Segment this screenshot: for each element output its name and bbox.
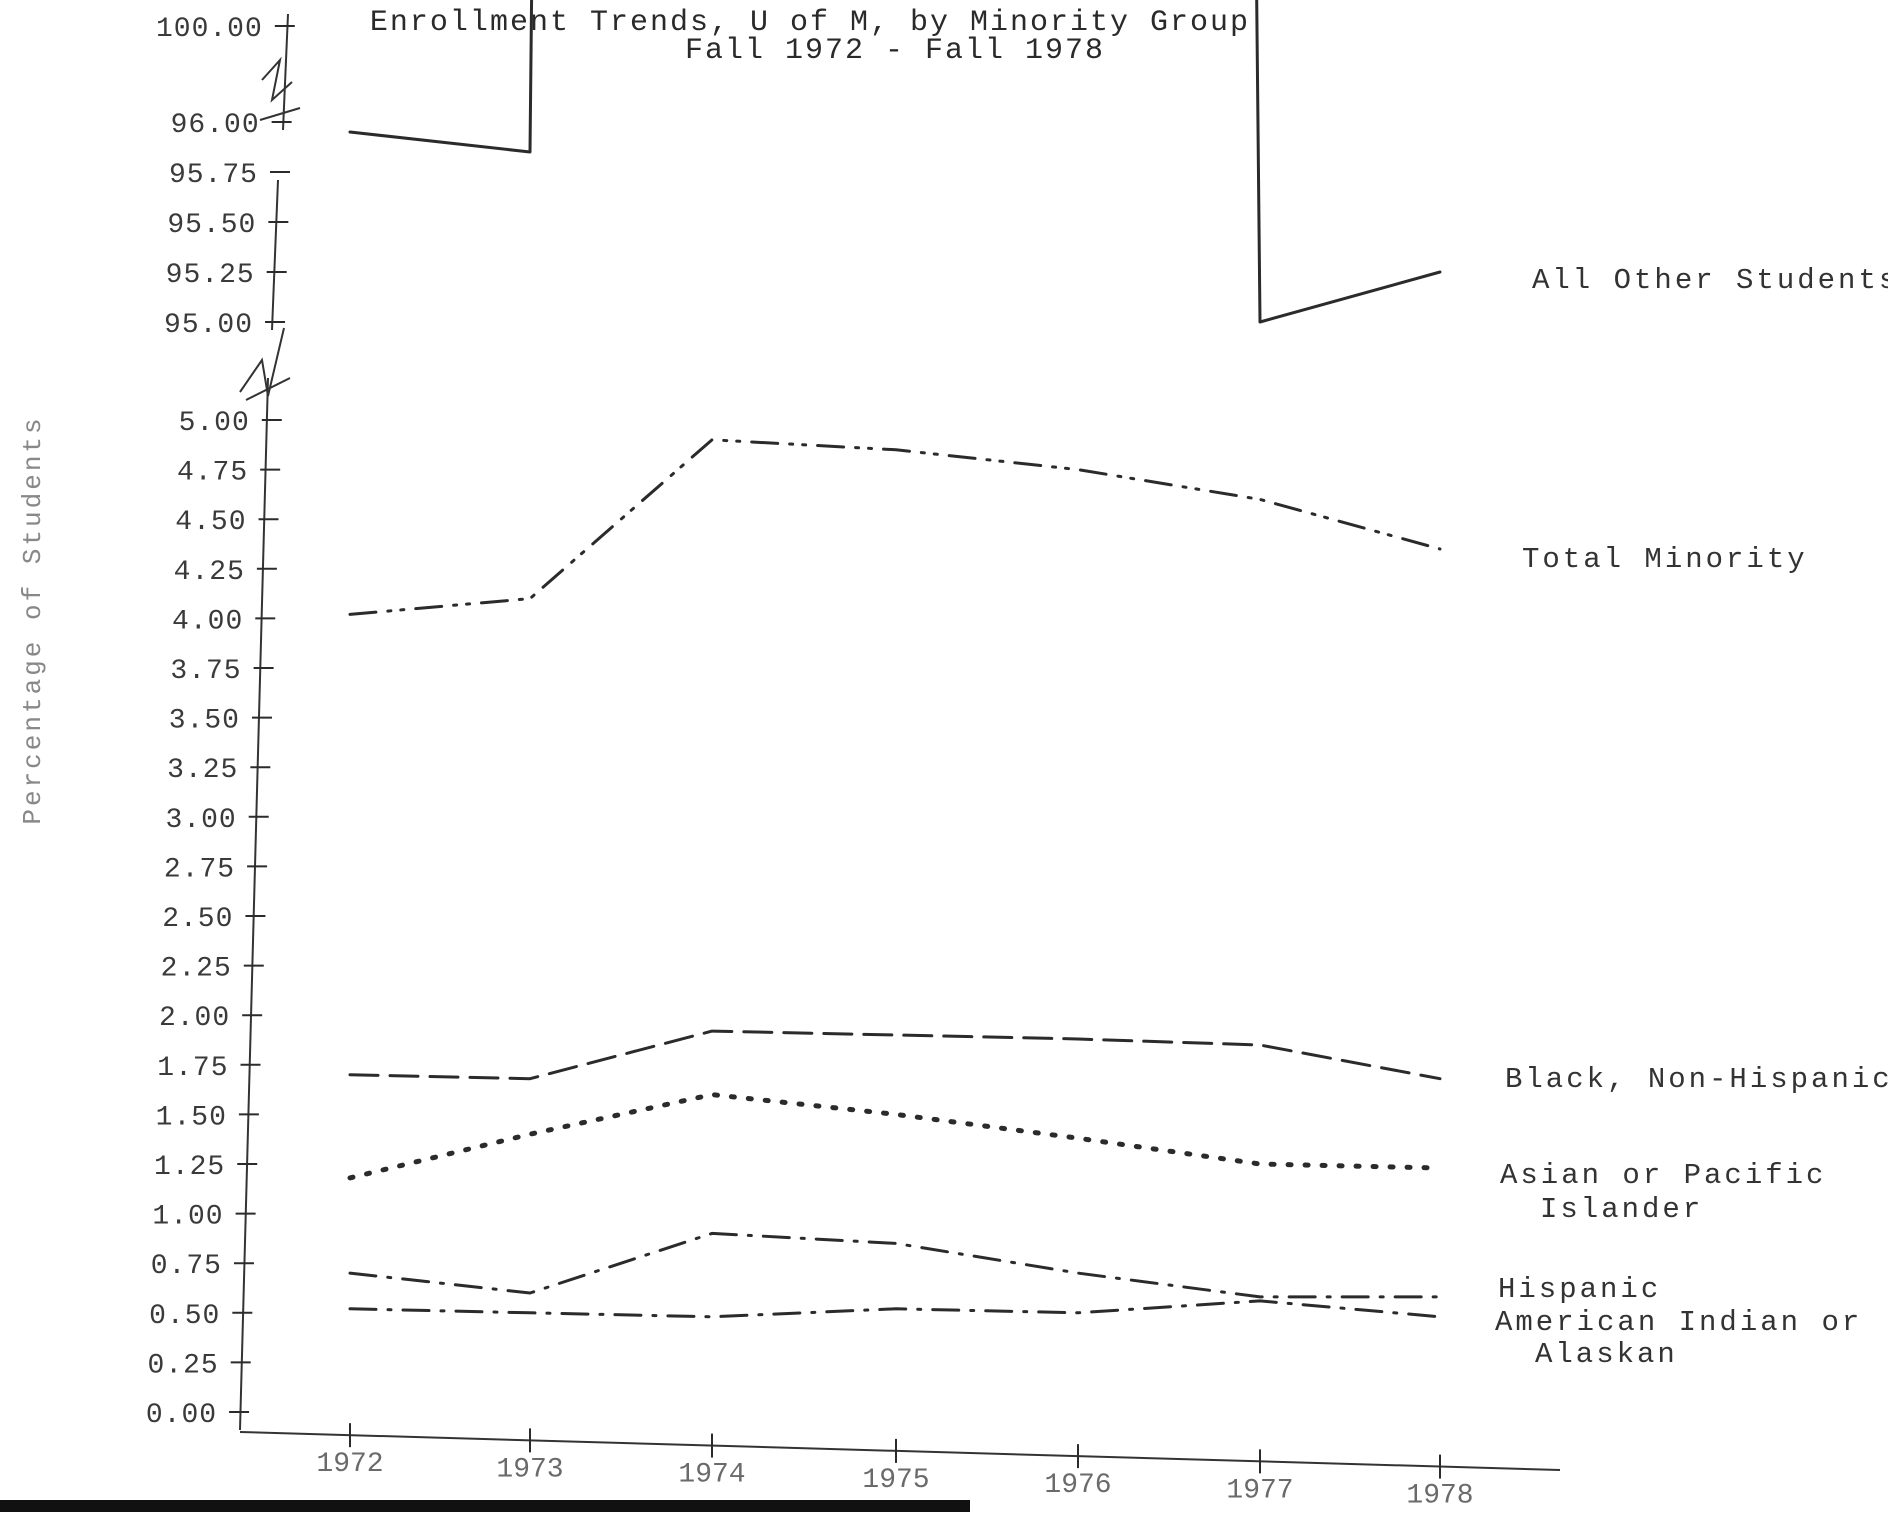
y-tick-label: 0.25 (147, 1350, 218, 1381)
label-total-minority: Total Minority (1522, 543, 1808, 576)
label-amind-line1: American Indian or (1495, 1306, 1862, 1339)
y-tick-label: 2.50 (162, 904, 233, 935)
label-all-other: All Other Students (1532, 264, 1888, 297)
x-tick-label: 1978 (1406, 1481, 1473, 1512)
y-tick-label: 2.00 (159, 1003, 230, 1034)
y-tick-label: 2.25 (161, 954, 232, 985)
y-tick-label: 3.25 (167, 755, 238, 786)
y-tick-label: 4.25 (174, 557, 245, 588)
y-tick-label: 96.00 (171, 110, 260, 141)
y-ticks: 100.00 96.00 95.75 95.50 95.25 95.00 5.00 4.75 4… (146, 14, 295, 1431)
y-tick-label: 1.75 (157, 1053, 228, 1084)
y-tick-label: 2.75 (164, 854, 235, 885)
x-tick-label: 1977 (1226, 1475, 1293, 1506)
label-amind-line2: Alaskan (1535, 1338, 1678, 1371)
label-black: Black, Non-Hispanic (1505, 1063, 1888, 1096)
y-tick-label: 4.75 (177, 458, 248, 489)
y-tick-label: 0.00 (146, 1400, 217, 1431)
y-tick-label: 4.50 (175, 507, 246, 538)
x-tick-label: 1972 (316, 1449, 383, 1480)
x-tick-label: 1976 (1044, 1470, 1111, 1501)
x-tick-label: 1973 (496, 1454, 563, 1485)
y-tick-label: 4.00 (172, 606, 243, 637)
y-tick-label: 3.00 (165, 805, 236, 836)
y-tick-label: 1.00 (152, 1202, 223, 1233)
series-line-asian-or-pacific-islander (350, 1095, 1440, 1178)
x-tick-label: 1974 (678, 1460, 745, 1491)
label-asian-line1: Asian or Pacific (1500, 1159, 1826, 1192)
y-tick-label: 0.50 (149, 1301, 220, 1332)
y-tick-label: 3.50 (169, 706, 240, 737)
chart-subtitle: Fall 1972 - Fall 1978 (685, 34, 1105, 68)
y-tick-label: 1.25 (154, 1152, 225, 1183)
y-tick-label: 95.00 (164, 310, 253, 341)
y-tick-label: 5.00 (179, 408, 250, 439)
x-ticks: 1972 1973 1974 1975 1976 1977 1978 (316, 1423, 1473, 1511)
x-tick-label: 1975 (862, 1465, 929, 1496)
y-tick-label: 95.50 (167, 210, 256, 241)
series-line-hispanic (350, 1233, 1440, 1297)
y-tick-label: 1.50 (156, 1102, 227, 1133)
series-line-black-non-hispanic (350, 1031, 1440, 1079)
series-line-american-indian-or-alaskan (350, 1301, 1440, 1317)
y-tick-label: 3.75 (170, 656, 241, 687)
y-axis-label: Percentage of Students (18, 415, 48, 824)
series-line-total-minority (350, 440, 1440, 615)
scan-edge-bar (0, 1500, 970, 1512)
label-asian-line2: Islander (1540, 1193, 1703, 1226)
label-hispanic: Hispanic (1498, 1273, 1661, 1306)
y-tick-label: 95.75 (169, 160, 258, 191)
y-tick-label: 100.00 (156, 14, 263, 45)
y-tick-label: 0.75 (151, 1251, 222, 1282)
series-lines (350, 0, 1440, 1317)
axis-break-upper (260, 60, 300, 120)
y-tick-label: 95.25 (166, 260, 255, 291)
